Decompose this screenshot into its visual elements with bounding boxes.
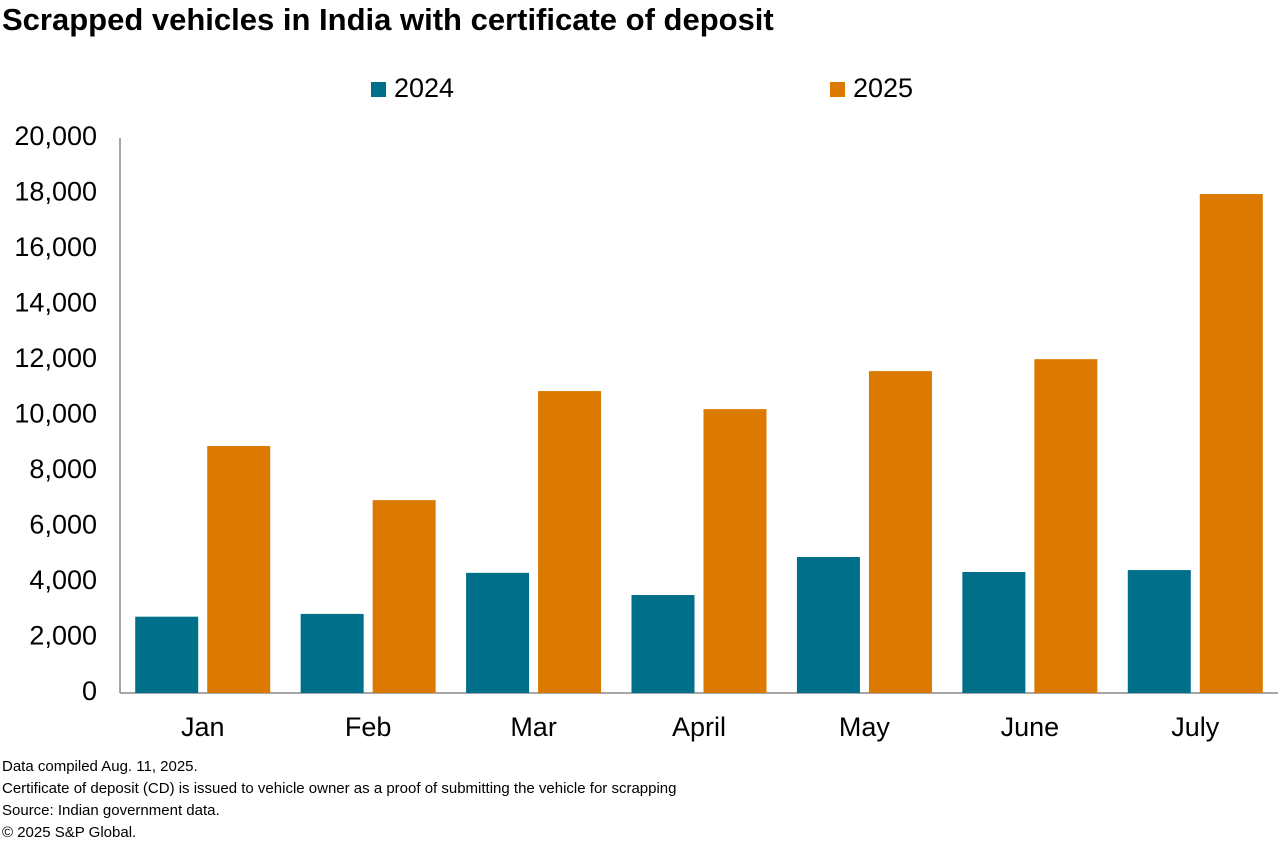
y-tick-label: 6,000 [29, 510, 97, 540]
bar [300, 613, 364, 693]
bar [631, 595, 695, 693]
y-tick-label: 8,000 [29, 454, 97, 484]
legend-swatch [830, 82, 845, 97]
bar [1199, 194, 1263, 693]
y-tick-label: 4,000 [29, 565, 97, 595]
bar [538, 391, 602, 693]
x-tick-label: June [1001, 712, 1060, 742]
y-tick-label: 0 [82, 676, 97, 706]
bar [1127, 570, 1191, 693]
x-tick-label: Feb [345, 712, 392, 742]
y-tick-label: 12,000 [14, 343, 97, 373]
x-tick-label: May [839, 712, 891, 742]
bar [466, 572, 530, 693]
y-tick-label: 16,000 [14, 232, 97, 262]
footnote: Source: Indian government data. [2, 802, 220, 819]
legend-label: 2025 [853, 73, 913, 103]
bar [796, 557, 860, 693]
x-tick-label: July [1171, 712, 1220, 742]
bar [135, 616, 199, 693]
chart-title: Scrapped vehicles in India with certific… [2, 2, 774, 37]
x-tick-label: Jan [181, 712, 225, 742]
y-tick-label: 20,000 [14, 121, 97, 151]
y-tick-label: 10,000 [14, 399, 97, 429]
y-tick-label: 14,000 [14, 288, 97, 318]
bar [207, 446, 271, 693]
bar [703, 409, 767, 693]
bar [1034, 359, 1098, 693]
bar [962, 572, 1026, 693]
footnote: Data compiled Aug. 11, 2025. [2, 758, 198, 775]
y-tick-label: 2,000 [29, 621, 97, 651]
y-tick-label: 18,000 [14, 177, 97, 207]
footnote: Certificate of deposit (CD) is issued to… [2, 780, 677, 797]
x-tick-label: April [672, 712, 726, 742]
bar [372, 500, 436, 693]
legend-swatch [371, 82, 386, 97]
bar [868, 371, 932, 693]
legend-label: 2024 [394, 73, 454, 103]
footnote: © 2025 S&P Global. [2, 824, 136, 841]
x-tick-label: Mar [510, 712, 557, 742]
